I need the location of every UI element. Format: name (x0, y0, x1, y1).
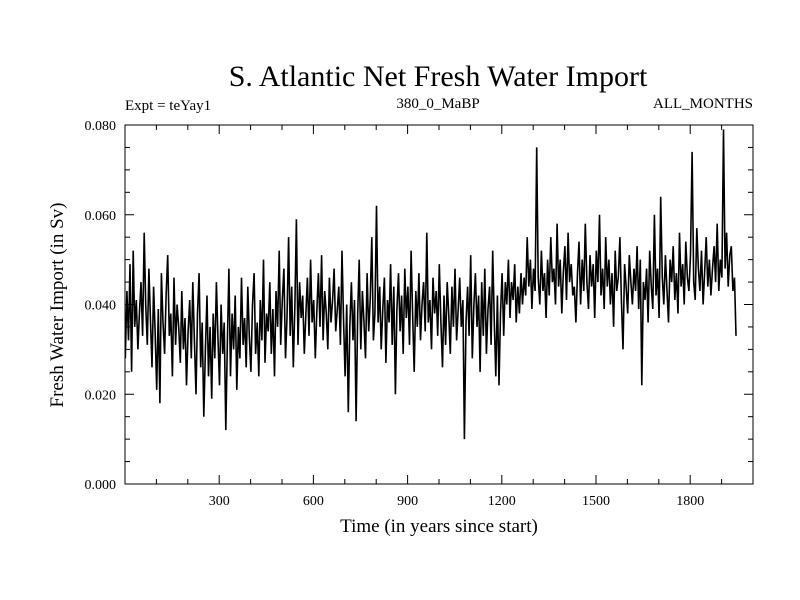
tick-labels: 300 600 900 1200 1500 1800 0.000 0.020 0.040 0.06… (85, 119, 705, 509)
y-tick-label: 0.000 (85, 478, 117, 493)
x-tick-label: 1800 (676, 494, 704, 509)
chart-title: S. Atlantic Net Fresh Water Import (229, 60, 648, 93)
y-axis-label: Fresh Water Import (in Sv) (47, 203, 68, 408)
months-label: ALL_MONTHS (653, 96, 753, 112)
y-tick-label: 0.060 (85, 209, 117, 224)
y-tick-label: 0.020 (85, 388, 117, 403)
y-tick-label: 0.080 (85, 119, 117, 134)
x-tick-label: 600 (303, 494, 324, 509)
series-line-fresh-water-import (124, 129, 737, 440)
y-tick-label: 0.040 (85, 299, 117, 314)
x-tick-label: 1200 (488, 494, 516, 509)
x-tick-label: 300 (209, 494, 230, 509)
plot-frame (124, 124, 754, 485)
x-tick-label: 900 (397, 494, 418, 509)
experiment-label: Expt = teYay1 (125, 98, 211, 114)
axis-ticks (125, 125, 753, 484)
period-label: 380_0_MaBP (396, 96, 479, 112)
x-tick-label: 1500 (582, 494, 610, 509)
x-axis-label: Time (in years since start) (340, 516, 538, 537)
